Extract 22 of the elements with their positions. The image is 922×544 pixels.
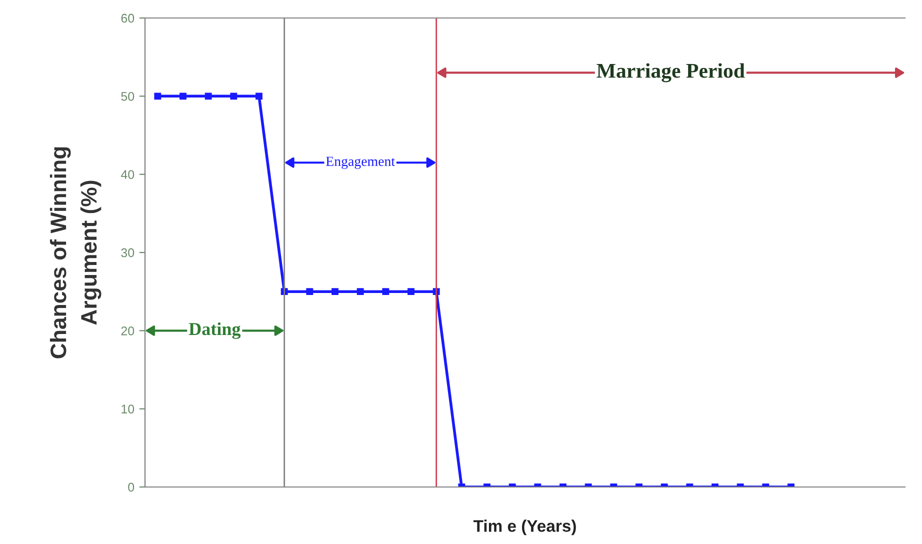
- y-tick-label: 60: [121, 14, 134, 23]
- y-tick-label: 0: [128, 482, 134, 492]
- y-tick-label: 40: [120, 170, 134, 179]
- point: [256, 92, 262, 100]
- point: [408, 288, 414, 296]
- x-axis-title: Tim e (Years): [473, 520, 576, 536]
- annotation: Dating: [188, 322, 241, 339]
- y-tick-label: 50: [121, 92, 134, 101]
- point: [204, 92, 212, 100]
- point: [230, 92, 238, 100]
- point: [356, 288, 364, 296]
- point: [180, 92, 186, 100]
- annotation: Engagement: [326, 156, 395, 169]
- y-axis-title: Chances of Winning Argument (%): [50, 147, 102, 358]
- point: [154, 92, 162, 100]
- annotation: Marriage Period: [596, 63, 745, 82]
- point: [332, 288, 338, 296]
- point: [306, 288, 314, 296]
- y-tick-label: 20: [121, 326, 134, 336]
- y-tick-label: 10: [122, 404, 134, 414]
- point: [382, 288, 390, 296]
- y-tick-label: 30: [121, 248, 134, 258]
